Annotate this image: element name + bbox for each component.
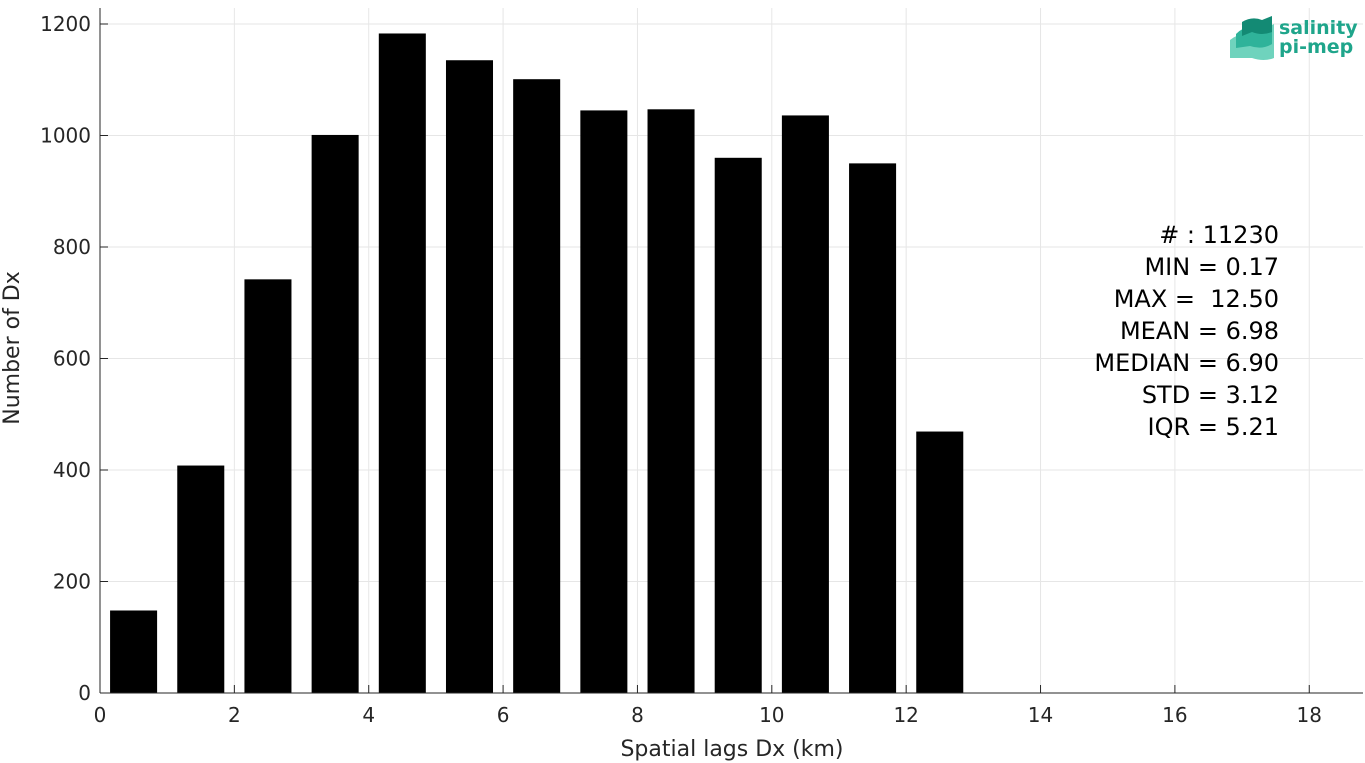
logo-line2: pi-mep bbox=[1279, 36, 1353, 58]
histogram-bar bbox=[244, 279, 292, 693]
x-tick-label: 16 bbox=[1162, 703, 1187, 727]
x-tick-label: 14 bbox=[1028, 703, 1053, 727]
histogram-bar bbox=[110, 610, 158, 693]
histogram-bar bbox=[714, 157, 762, 694]
histogram-bar bbox=[513, 79, 561, 693]
histogram-bar bbox=[445, 60, 494, 694]
axes bbox=[99, 8, 1363, 694]
x-tick-label: 6 bbox=[497, 703, 510, 727]
y-tick-label: 600 bbox=[53, 347, 91, 371]
stats-line: MIN = 0.17 bbox=[1144, 253, 1279, 281]
x-tick-labels: 0 2 4 6 8 10 12 14 16 18 bbox=[94, 703, 1322, 727]
x-tick-label: 2 bbox=[228, 703, 241, 727]
logo-line1: salinity bbox=[1279, 17, 1358, 39]
x-tick-label: 0 bbox=[94, 703, 107, 727]
y-tick-label: 1200 bbox=[40, 12, 91, 36]
stats-line: MEDIAN = 6.90 bbox=[1094, 349, 1279, 377]
stats-line: # : 11230 bbox=[1159, 221, 1279, 249]
histogram-bar bbox=[580, 110, 628, 694]
histogram-bar bbox=[781, 115, 829, 694]
x-tick-label: 8 bbox=[631, 703, 644, 727]
y-tick-label: 200 bbox=[53, 570, 91, 594]
stats-line: STD = 3.12 bbox=[1142, 381, 1279, 409]
y-tick-label: 0 bbox=[78, 681, 91, 705]
y-axis-title: Number of Dx bbox=[0, 271, 25, 425]
y-tick-label: 1000 bbox=[40, 124, 91, 148]
x-tick-label: 18 bbox=[1297, 703, 1322, 727]
y-tick-label: 800 bbox=[53, 235, 91, 259]
x-tick-label: 4 bbox=[362, 703, 375, 727]
stats-line: MAX = 12.50 bbox=[1114, 285, 1279, 313]
histogram-bar bbox=[849, 163, 897, 693]
salinity-pimep-logo: salinity pi-mep bbox=[1230, 16, 1358, 60]
histogram-bar bbox=[916, 431, 964, 693]
histogram-bar bbox=[378, 33, 426, 694]
histogram-bar bbox=[177, 465, 225, 693]
y-tick-label: 400 bbox=[53, 458, 91, 482]
stats-line: IQR = 5.21 bbox=[1148, 413, 1279, 441]
x-tick-label: 12 bbox=[893, 703, 918, 727]
stats-line: MEAN = 6.98 bbox=[1120, 317, 1279, 345]
wave-logo-icon bbox=[1230, 16, 1274, 60]
x-tick-label: 10 bbox=[759, 703, 784, 727]
stats-annotation: # : 11230 MIN = 0.17 MAX = 12.50 MEAN = 6.9… bbox=[1094, 221, 1279, 441]
bars bbox=[110, 33, 964, 694]
y-tick-labels: 0 200 400 600 800 1000 1200 bbox=[40, 12, 91, 705]
histogram-bar bbox=[647, 109, 695, 694]
histogram-bar bbox=[311, 134, 359, 693]
x-axis-title: Spatial lags Dx (km) bbox=[620, 737, 843, 762]
